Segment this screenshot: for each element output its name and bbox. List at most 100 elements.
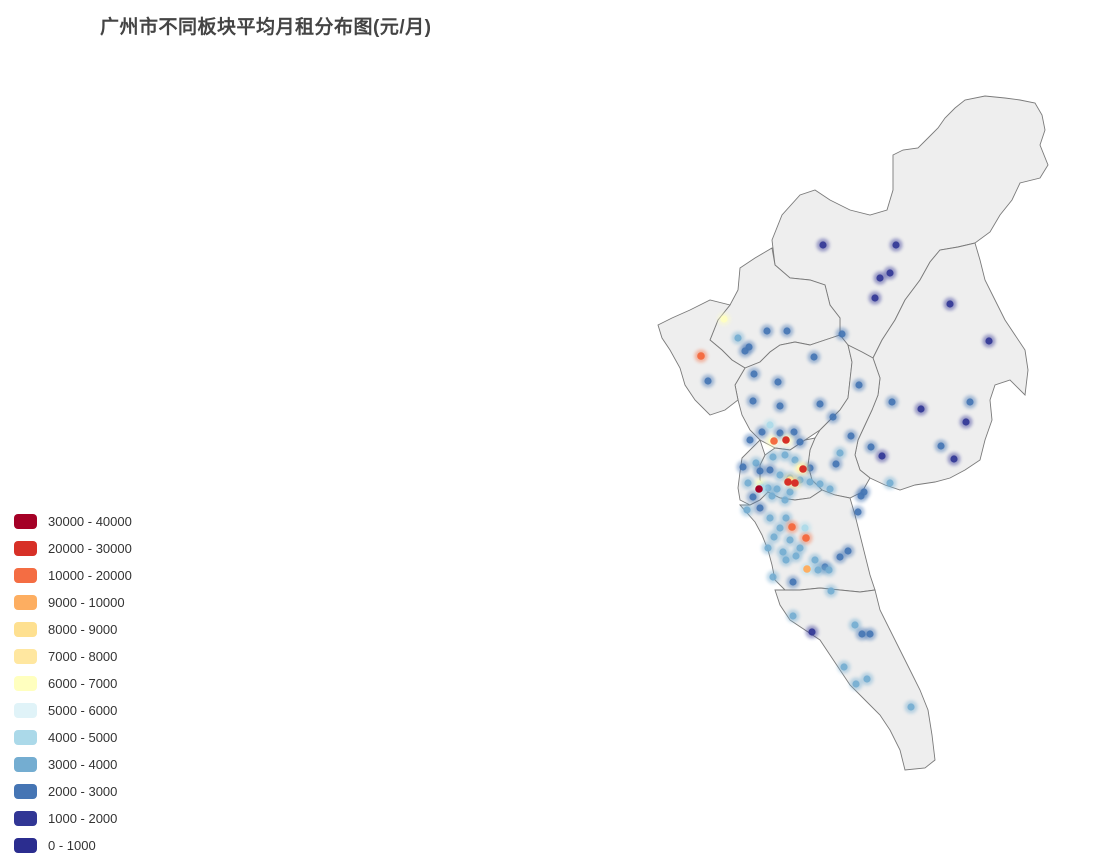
rent-point[interactable] — [766, 421, 774, 429]
rent-point[interactable] — [746, 436, 754, 444]
rent-point[interactable] — [720, 315, 728, 323]
rent-point[interactable] — [844, 547, 852, 555]
legend-item[interactable]: 6000 - 7000 — [14, 670, 132, 697]
rent-point[interactable] — [776, 471, 784, 479]
rent-point[interactable] — [792, 552, 800, 560]
rent-point[interactable] — [768, 492, 776, 500]
rent-point[interactable] — [836, 553, 844, 561]
rent-point[interactable] — [946, 300, 954, 308]
rent-point[interactable] — [810, 353, 818, 361]
rent-point[interactable] — [826, 485, 834, 493]
rent-point[interactable] — [750, 370, 758, 378]
legend-item[interactable]: 10000 - 20000 — [14, 562, 132, 589]
rent-point[interactable] — [786, 488, 794, 496]
rent-point[interactable] — [886, 479, 894, 487]
rent-point[interactable] — [985, 337, 993, 345]
rent-point[interactable] — [791, 456, 799, 464]
rent-point[interactable] — [776, 402, 784, 410]
rent-point-hot[interactable] — [803, 565, 811, 573]
rent-point[interactable] — [774, 378, 782, 386]
rent-point[interactable] — [741, 347, 749, 355]
rent-point[interactable] — [782, 514, 790, 522]
rent-point[interactable] — [863, 675, 871, 683]
rent-point[interactable] — [937, 442, 945, 450]
rent-point[interactable] — [786, 536, 794, 544]
rent-point[interactable] — [766, 514, 774, 522]
rent-point[interactable] — [758, 428, 766, 436]
rent-point[interactable] — [866, 630, 874, 638]
legend-item[interactable]: 2000 - 3000 — [14, 778, 132, 805]
legend-item[interactable]: 5000 - 6000 — [14, 697, 132, 724]
rent-point-hot[interactable] — [782, 436, 790, 444]
rent-point[interactable] — [832, 460, 840, 468]
legend-item[interactable]: 4000 - 5000 — [14, 724, 132, 751]
rent-point[interactable] — [907, 703, 915, 711]
legend-item[interactable]: 0 - 1000 — [14, 832, 132, 859]
rent-point[interactable] — [744, 479, 752, 487]
rent-point[interactable] — [756, 467, 764, 475]
rent-point[interactable] — [838, 330, 846, 338]
rent-point[interactable] — [827, 587, 835, 595]
rent-point[interactable] — [816, 400, 824, 408]
rent-point[interactable] — [816, 480, 824, 488]
rent-point-hot[interactable] — [770, 437, 778, 445]
rent-point[interactable] — [796, 438, 804, 446]
rent-point[interactable] — [776, 524, 784, 532]
rent-point[interactable] — [801, 524, 809, 532]
legend-item[interactable]: 30000 - 40000 — [14, 508, 132, 535]
rent-point[interactable] — [851, 621, 859, 629]
rent-point[interactable] — [789, 612, 797, 620]
rent-point[interactable] — [852, 680, 860, 688]
rent-point[interactable] — [814, 566, 822, 574]
rent-point[interactable] — [764, 544, 772, 552]
legend-item[interactable]: 7000 - 8000 — [14, 643, 132, 670]
legend-item[interactable]: 1000 - 2000 — [14, 805, 132, 832]
rent-point[interactable] — [860, 488, 868, 496]
rent-point[interactable] — [752, 459, 760, 467]
rent-point[interactable] — [854, 508, 862, 516]
legend-item[interactable]: 3000 - 4000 — [14, 751, 132, 778]
rent-point-hot[interactable] — [791, 479, 799, 487]
rent-point[interactable] — [796, 544, 804, 552]
legend-item[interactable]: 8000 - 9000 — [14, 616, 132, 643]
rent-point[interactable] — [806, 478, 814, 486]
rent-point[interactable] — [734, 334, 742, 342]
rent-point[interactable] — [950, 455, 958, 463]
rent-point[interactable] — [766, 466, 774, 474]
rent-point[interactable] — [892, 241, 900, 249]
rent-point[interactable] — [781, 496, 789, 504]
rent-point[interactable] — [763, 327, 771, 335]
rent-point[interactable] — [819, 241, 827, 249]
rent-point[interactable] — [769, 453, 777, 461]
rent-point[interactable] — [811, 556, 819, 564]
rent-point[interactable] — [876, 274, 884, 282]
rent-point[interactable] — [770, 533, 778, 541]
rent-point[interactable] — [769, 573, 777, 581]
rent-point[interactable] — [855, 381, 863, 389]
rent-point[interactable] — [789, 578, 797, 586]
rent-point[interactable] — [704, 377, 712, 385]
rent-point[interactable] — [783, 327, 791, 335]
rent-point[interactable] — [886, 269, 894, 277]
rent-point[interactable] — [888, 398, 896, 406]
rent-point[interactable] — [749, 397, 757, 405]
rent-point[interactable] — [825, 566, 833, 574]
rent-point[interactable] — [808, 628, 816, 636]
rent-point[interactable] — [776, 429, 784, 437]
rent-point[interactable] — [867, 443, 875, 451]
rent-point[interactable] — [739, 463, 747, 471]
rent-point[interactable] — [756, 504, 764, 512]
legend-item[interactable]: 9000 - 10000 — [14, 589, 132, 616]
legend-item[interactable]: 20000 - 30000 — [14, 535, 132, 562]
rent-point[interactable] — [917, 405, 925, 413]
rent-point-hot[interactable] — [784, 478, 792, 486]
rent-point-hot[interactable] — [697, 352, 705, 360]
rent-point[interactable] — [966, 398, 974, 406]
rent-point[interactable] — [878, 452, 886, 460]
rent-point-hot[interactable] — [799, 465, 807, 473]
rent-point-hot[interactable] — [788, 523, 796, 531]
rent-point[interactable] — [962, 418, 970, 426]
rent-point-hot[interactable] — [755, 485, 763, 493]
rent-point[interactable] — [743, 506, 751, 514]
rent-point-hot[interactable] — [802, 534, 810, 542]
